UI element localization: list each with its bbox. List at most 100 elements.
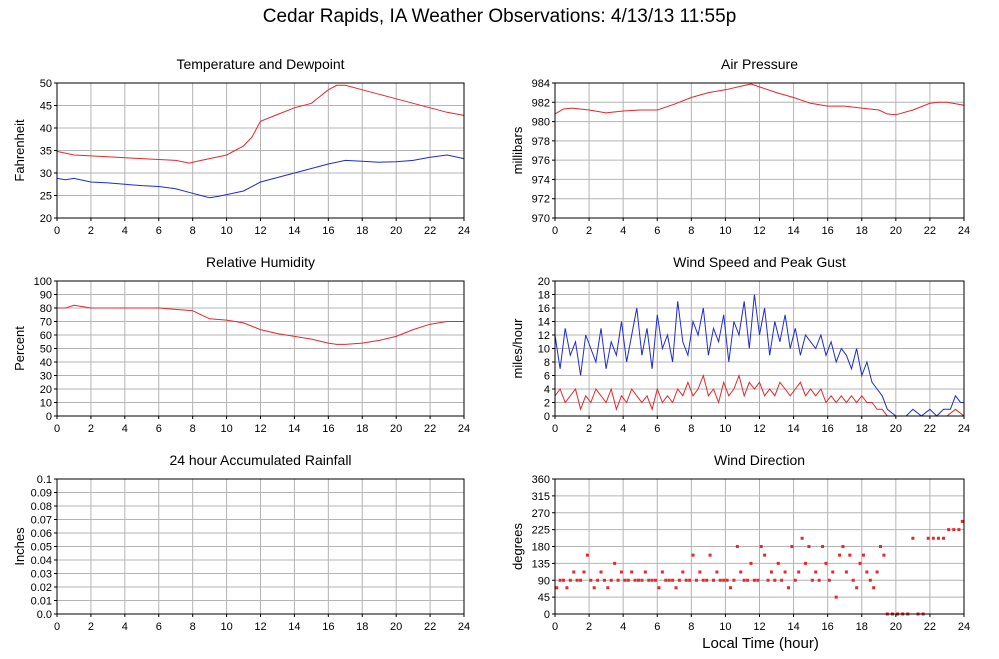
humidity-x-tick-label: 22: [424, 423, 436, 435]
wind-y-tick-label: 0: [544, 411, 550, 423]
direction-point: [756, 578, 760, 582]
temp-x-tick-label: 20: [390, 225, 402, 237]
direction-point: [790, 545, 794, 548]
direction-point: [725, 578, 729, 582]
direction-point: [565, 586, 569, 590]
humidity-y-tick-label: 80: [40, 303, 52, 315]
wind-y-tick-label: 6: [544, 371, 550, 383]
direction-point: [671, 578, 675, 582]
direction-point: [657, 586, 661, 590]
humidity-y-tick-label: 70: [40, 317, 52, 329]
direction-point: [579, 578, 583, 582]
direction-point: [643, 570, 647, 574]
direction-point: [626, 578, 630, 582]
humidity-y-tick-label: 50: [40, 344, 52, 356]
pressure-x-tick-label: 2: [586, 225, 592, 237]
humidity-x-tick-label: 16: [322, 423, 334, 435]
direction-point: [773, 578, 777, 582]
wind-x-tick-label: 22: [924, 423, 936, 435]
temp-x-tick-label: 14: [288, 225, 300, 237]
direction-point: [637, 578, 641, 582]
direction-point: [786, 586, 790, 590]
humidity-y-tick-label: 0: [46, 411, 52, 423]
humidity-x-tick-label: 0: [54, 423, 60, 435]
direction-point: [855, 586, 859, 590]
direction-point: [599, 570, 603, 574]
direction-point: [660, 570, 664, 574]
pressure-x-tick-label: 6: [654, 225, 660, 237]
direction-point: [688, 578, 692, 582]
direction-point: [568, 578, 572, 582]
direction-y-tick-label: 90: [538, 575, 550, 587]
rain-x-tick-label: 20: [390, 621, 402, 633]
direction-point: [831, 570, 835, 574]
direction-point: [807, 545, 811, 548]
humidity-y-tick-label: 20: [40, 384, 52, 396]
wind-y-tick-label: 20: [538, 276, 550, 288]
direction-point: [827, 578, 831, 582]
humidity-x-tick-label: 18: [356, 423, 368, 435]
pressure-x-tick-label: 20: [890, 225, 902, 237]
direction-point: [630, 570, 634, 574]
direction-x-tick-label: 24: [958, 621, 970, 633]
direction-y-axis-label: degrees: [510, 523, 525, 570]
humidity-y-tick-label: 60: [40, 330, 52, 342]
direction-point: [931, 536, 935, 540]
x-axis-label: Local Time (hour): [702, 635, 819, 652]
direction-y-tick-label: 270: [532, 508, 550, 520]
rain-y-axis-label: Inches: [12, 527, 27, 566]
pressure-y-tick-label: 970: [532, 213, 550, 225]
wind-series-red-line: [554, 373, 965, 417]
rain-y-tick-label: 0.08: [31, 501, 52, 513]
temp-x-tick-label: 18: [356, 225, 368, 237]
direction-point: [749, 561, 753, 565]
direction-point: [681, 570, 685, 574]
direction-y-tick-label: 180: [532, 542, 550, 554]
direction-point: [575, 578, 579, 582]
wind-x-tick-label: 16: [822, 423, 834, 435]
temp-series-red-line: [56, 84, 465, 164]
direction-y-tick-label: 0: [544, 609, 550, 621]
pressure-y-axis-label: millibars: [510, 126, 525, 174]
rain-x-tick-label: 8: [190, 621, 196, 633]
temp-y-tick-label: 30: [40, 168, 52, 180]
direction-point: [838, 553, 842, 557]
rain-x-tick-label: 4: [122, 621, 128, 633]
rain-y-tick-label: 0.05: [31, 542, 52, 554]
pressure-x-tick-label: 4: [620, 225, 626, 237]
direction-point: [824, 561, 828, 565]
direction-point: [759, 545, 763, 548]
direction-chart-title: Wind Direction: [714, 452, 805, 468]
humidity-x-tick-label: 24: [458, 423, 470, 435]
direction-point: [868, 578, 872, 582]
direction-point: [735, 545, 739, 548]
rain-x-tick-label: 6: [156, 621, 162, 633]
direction-point: [865, 570, 869, 574]
temp-y-tick-label: 20: [40, 213, 52, 225]
wind-x-tick-label: 8: [688, 423, 694, 435]
direction-point: [684, 578, 688, 582]
direction-point: [654, 578, 658, 582]
rain-x-tick-label: 16: [322, 621, 334, 633]
direction-point: [952, 528, 956, 532]
direction-point: [766, 578, 770, 582]
pressure-series-red-line: [554, 83, 965, 116]
direction-point: [942, 536, 946, 540]
direction-y-tick-label: 135: [532, 558, 550, 570]
direction-point: [650, 578, 654, 582]
direction-point: [911, 536, 915, 540]
pressure-x-tick-label: 18: [856, 225, 868, 237]
humidity-y-tick-label: 100: [34, 276, 52, 288]
pressure-x-tick-label: 12: [753, 225, 765, 237]
direction-point: [872, 586, 876, 590]
direction-point: [851, 578, 855, 582]
direction-point: [698, 570, 702, 574]
temp-x-tick-label: 22: [424, 225, 436, 237]
rain-y-tick-label: 0.04: [31, 555, 52, 567]
wind-y-axis-label: miles/hour: [510, 318, 525, 379]
direction-x-tick-label: 22: [924, 621, 936, 633]
direction-x-tick-label: 10: [719, 621, 731, 633]
direction-point: [558, 578, 562, 582]
temp-x-tick-label: 0: [54, 225, 60, 237]
